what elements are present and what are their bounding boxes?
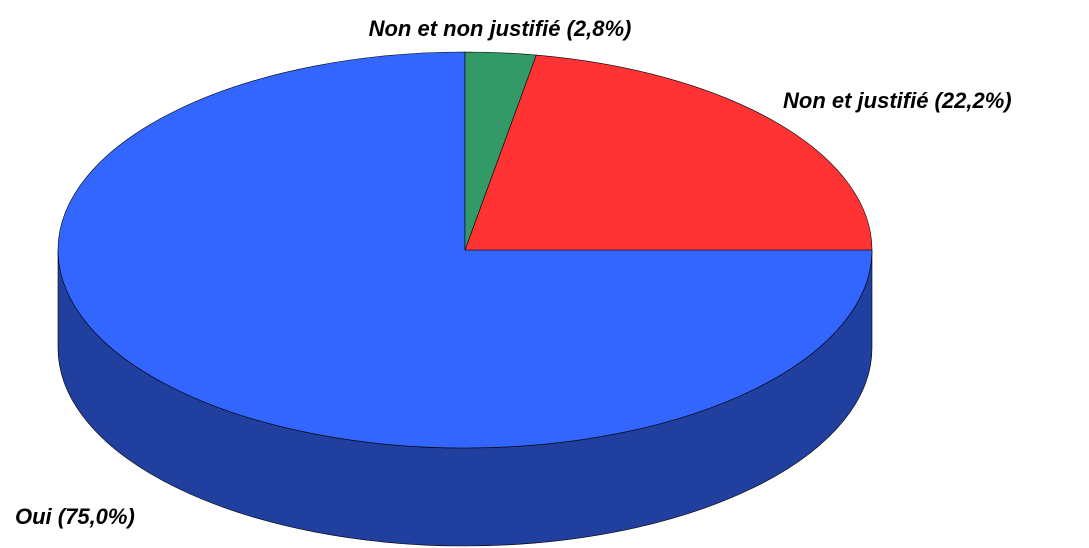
pie-slice xyxy=(464,54,873,251)
pie-slice xyxy=(57,51,873,449)
pie-slice xyxy=(464,51,537,251)
slice-label: Non et non justifié (2,8%) xyxy=(369,16,632,41)
slice-label: Non et justifié (22,2%) xyxy=(783,88,1012,113)
slice-label: Oui (75,0%) xyxy=(15,504,135,529)
